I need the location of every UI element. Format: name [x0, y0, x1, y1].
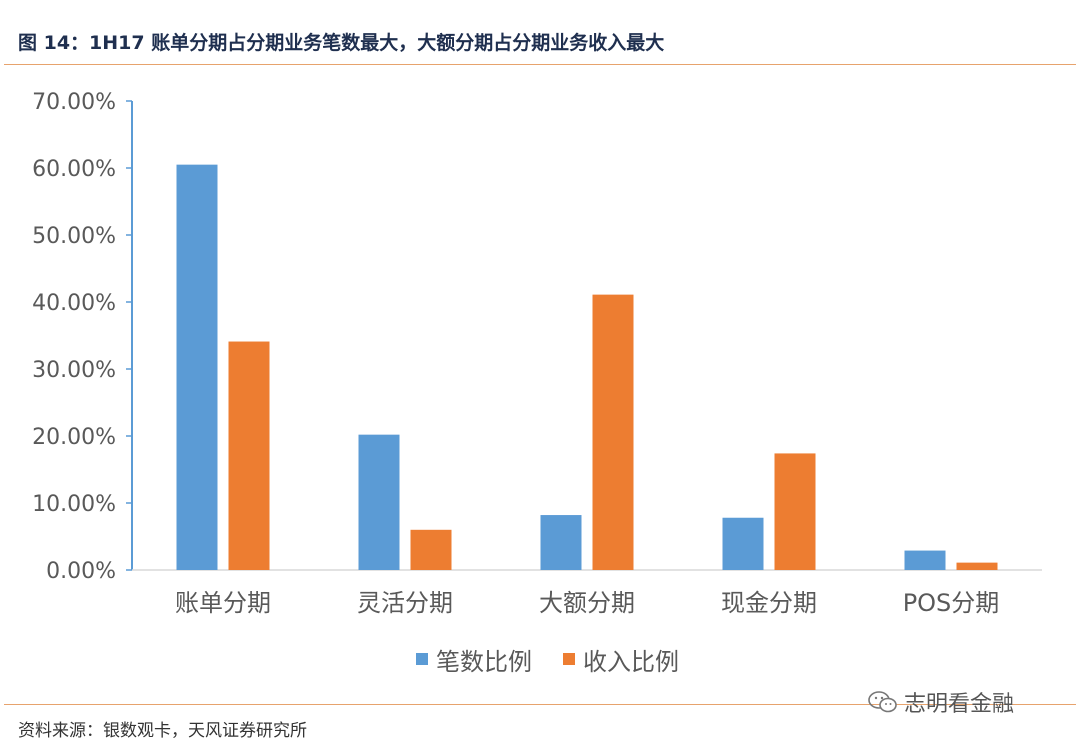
- bar-count: [540, 515, 582, 570]
- bar-revenue: [228, 341, 270, 570]
- y-tick-label: 60.00%: [32, 157, 116, 182]
- legend-swatch: [563, 653, 575, 665]
- y-tick-label: 10.00%: [32, 492, 116, 517]
- bar-count: [358, 434, 400, 570]
- legend-label: 笔数比例: [436, 648, 532, 676]
- bar-revenue: [956, 562, 998, 570]
- bar-revenue: [410, 529, 452, 570]
- legend-swatch: [416, 653, 428, 665]
- bar-count: [722, 517, 764, 570]
- legend-label: 收入比例: [583, 648, 679, 676]
- bar-revenue: [774, 453, 816, 570]
- y-tick-label: 40.00%: [32, 291, 116, 316]
- title-divider: [4, 64, 1076, 65]
- bar-chart: 0.00% 10.00% 20.00% 30.00% 40.00% 50.00% 60.00…: [32, 90, 1042, 676]
- y-tick-label: 0.00%: [46, 559, 116, 584]
- bar-count: [904, 550, 946, 570]
- x-tick-label: 现金分期: [721, 589, 817, 617]
- x-tick-label: 大额分期: [539, 589, 635, 617]
- wechat-icon: [868, 690, 898, 714]
- x-tick-label: 灵活分期: [357, 589, 453, 617]
- figure-title: 图 14：1H17 账单分期占分期业务笔数最大，大额分期占分期业务收入最大: [18, 32, 665, 54]
- x-tick-label: 账单分期: [175, 589, 271, 617]
- y-tick-label: 50.00%: [32, 224, 116, 249]
- y-tick-label: 70.00%: [32, 90, 116, 115]
- watermark-text: 志明看金融: [904, 692, 1015, 717]
- bar-count: [176, 164, 218, 570]
- x-tick-label: POS分期: [903, 589, 1000, 617]
- source-note: 资料来源：银数观卡，天风证券研究所: [18, 721, 307, 741]
- bar-revenue: [592, 294, 634, 570]
- y-tick-label: 20.00%: [32, 425, 116, 450]
- y-tick-label: 30.00%: [32, 358, 116, 383]
- footer-divider: [4, 704, 1076, 705]
- watermark: 志明看金融: [868, 686, 1014, 718]
